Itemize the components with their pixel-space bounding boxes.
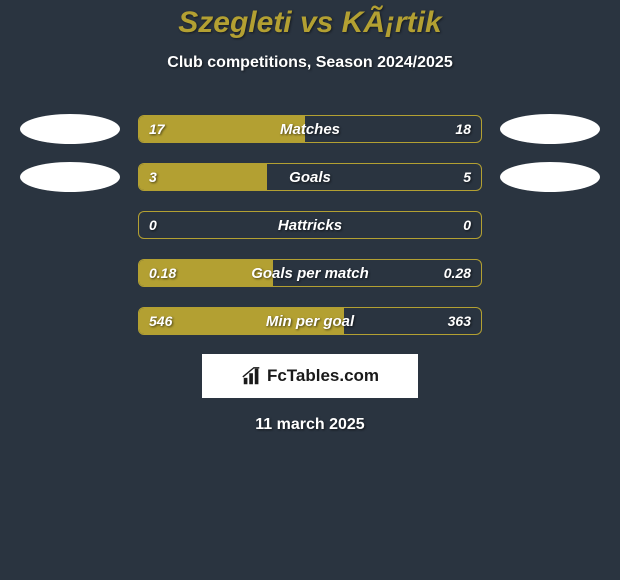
logo-spacer [20, 258, 120, 288]
subtitle: Club competitions, Season 2024/2025 [0, 54, 620, 72]
stat-label: Goals [139, 164, 481, 190]
logo-spacer [500, 258, 600, 288]
stat-right-value: 0 [463, 212, 471, 238]
logo-spacer [20, 306, 120, 336]
logo-spacer [500, 306, 600, 336]
stat-row: 546Min per goal363 [0, 306, 620, 336]
stat-right-value: 0.28 [444, 260, 471, 286]
page-title: Szegleti vs KÃ¡rtik [0, 6, 620, 40]
stat-right-value: 363 [448, 308, 471, 334]
stat-label: Goals per match [139, 260, 481, 286]
team-logo-left [20, 162, 120, 192]
team-logo-left [20, 114, 120, 144]
logo-spacer [20, 210, 120, 240]
stat-label: Matches [139, 116, 481, 142]
stat-bar: 17Matches18 [138, 115, 482, 143]
bar-chart-icon [241, 365, 263, 387]
stat-bar: 0.18Goals per match0.28 [138, 259, 482, 287]
stat-right-value: 18 [455, 116, 471, 142]
stat-bar: 0Hattricks0 [138, 211, 482, 239]
date-text: 11 march 2025 [0, 416, 620, 434]
logo-spacer [500, 210, 600, 240]
brand-box[interactable]: FcTables.com [202, 354, 418, 398]
stat-row: 0.18Goals per match0.28 [0, 258, 620, 288]
stat-row: 3Goals5 [0, 162, 620, 192]
brand-text: FcTables.com [267, 366, 379, 386]
comparison-widget: Szegleti vs KÃ¡rtik Club competitions, S… [0, 0, 620, 434]
stat-bar: 546Min per goal363 [138, 307, 482, 335]
team-logo-right [500, 162, 600, 192]
stat-rows: 17Matches18 3Goals5 0Hattricks0 0.18Goals p… [0, 114, 620, 336]
stat-row: 17Matches18 [0, 114, 620, 144]
stat-right-value: 5 [463, 164, 471, 190]
stat-label: Hattricks [139, 212, 481, 238]
stat-row: 0Hattricks0 [0, 210, 620, 240]
team-logo-right [500, 114, 600, 144]
stat-bar: 3Goals5 [138, 163, 482, 191]
stat-label: Min per goal [139, 308, 481, 334]
